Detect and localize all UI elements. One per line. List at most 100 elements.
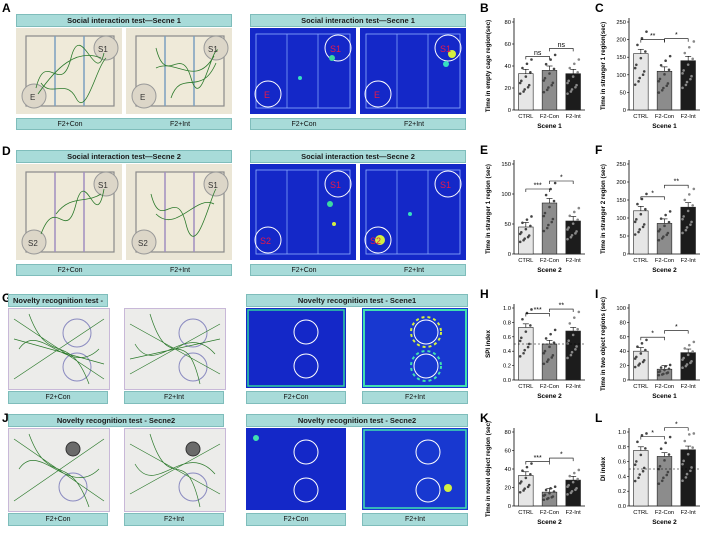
data-point xyxy=(530,58,533,61)
data-point xyxy=(682,459,685,463)
data-point xyxy=(575,345,578,348)
data-point xyxy=(667,220,671,224)
data-point xyxy=(633,66,637,70)
significance-label: *** xyxy=(534,307,542,314)
data-point xyxy=(639,212,643,216)
svg-text:S1: S1 xyxy=(98,45,108,54)
data-point xyxy=(542,229,546,233)
panel-j-heatmaps: Novelty recognition test - Secne2 F2+Con… xyxy=(246,414,468,526)
data-point xyxy=(524,227,528,231)
panel-j-title-left: Novelty recognition test - Secne2 xyxy=(8,414,224,427)
y-tick-label: 80 xyxy=(505,20,511,26)
data-point xyxy=(526,235,530,239)
bar-f2-int xyxy=(680,352,696,381)
data-point xyxy=(570,233,574,237)
data-point xyxy=(530,462,533,465)
data-point xyxy=(687,45,691,49)
data-point xyxy=(633,463,637,467)
data-point xyxy=(681,462,684,466)
data-point xyxy=(542,494,546,497)
x-axis-label: Scene 2 xyxy=(537,519,562,526)
data-point xyxy=(638,228,642,231)
y-tick-label: 0 xyxy=(508,504,511,510)
data-point xyxy=(542,351,546,355)
data-point xyxy=(668,435,672,439)
data-point xyxy=(689,469,692,473)
data-point xyxy=(681,217,684,221)
heatmap-g-int xyxy=(362,308,468,388)
data-point xyxy=(668,210,672,213)
bar-f2-int xyxy=(565,330,581,381)
data-point xyxy=(633,357,637,360)
data-point xyxy=(637,476,640,480)
data-point xyxy=(681,86,684,90)
significance-label: ** xyxy=(559,303,565,310)
panel-d-footer-left: F2+Con F2+Int xyxy=(16,264,232,276)
panel-a-footer-left: F2+Con F2+Int xyxy=(16,118,232,130)
data-point xyxy=(636,345,639,349)
data-point xyxy=(568,322,572,325)
label-d-heat-int: F2+Int xyxy=(403,267,425,274)
panel-j-footer-right: F2+Con F2+Int xyxy=(246,513,468,526)
data-point xyxy=(574,232,577,235)
data-point xyxy=(659,447,663,450)
x-axis-label: Scene 1 xyxy=(652,393,677,400)
bar-f2-con xyxy=(656,223,673,255)
x-tick-label: CTRL xyxy=(633,510,649,516)
x-axis-label: Scene 2 xyxy=(652,267,677,274)
data-point xyxy=(552,67,556,71)
data-point xyxy=(542,79,546,82)
chart-k: K Time in novel object region (sec) 0 20 40 6… xyxy=(478,410,593,536)
data-point xyxy=(665,473,669,477)
label-a-con: F2+Con xyxy=(57,121,83,128)
data-point xyxy=(571,222,575,225)
label-g-heat-int: F2+Int xyxy=(362,391,468,404)
bar-f2-con xyxy=(541,70,558,111)
panel-a-tracks: Social interaction test—Secne 1 S1 E S1 … xyxy=(16,14,232,132)
data-point xyxy=(549,487,552,490)
significance-bracket xyxy=(549,308,574,313)
data-point xyxy=(566,493,569,496)
label-g-con: F2+Con xyxy=(8,391,108,404)
data-point xyxy=(685,80,689,84)
data-point xyxy=(681,358,684,361)
data-point xyxy=(683,51,687,55)
data-point xyxy=(664,59,667,62)
chart-letter-k: K xyxy=(480,411,489,425)
chart-l: L DI index 0.0 0.2 0.4 0.6 0.8 1.0 CTRL F2-Con F2-… xyxy=(593,410,708,536)
y-tick-label: 0.6 xyxy=(503,335,511,341)
svg-text:E: E xyxy=(264,90,270,100)
data-point xyxy=(689,361,692,365)
data-point xyxy=(633,233,637,236)
data-point xyxy=(522,351,525,355)
data-point xyxy=(569,491,573,495)
data-point xyxy=(668,363,672,367)
data-point xyxy=(566,92,569,95)
data-point xyxy=(571,333,575,337)
data-point xyxy=(566,81,569,85)
y-tick-label: 60 xyxy=(505,42,511,48)
y-tick-label: 80 xyxy=(505,430,511,436)
bar-ctrl xyxy=(633,210,649,255)
y-tick-label: 200 xyxy=(616,180,626,186)
data-point xyxy=(571,75,575,78)
svg-text:S1: S1 xyxy=(440,180,451,190)
data-point xyxy=(660,373,664,376)
data-point xyxy=(645,432,648,435)
data-point xyxy=(691,350,694,353)
label-d-int: F2+Int xyxy=(169,267,191,274)
y-tick-label: 20 xyxy=(505,486,511,492)
svg-text:E: E xyxy=(30,93,35,102)
data-point xyxy=(522,489,525,492)
data-point xyxy=(635,63,638,67)
label-a-int: F2+Int xyxy=(169,121,191,128)
data-point xyxy=(685,226,689,229)
data-point xyxy=(633,220,637,224)
significance-label: * xyxy=(560,175,563,182)
data-point xyxy=(662,476,665,480)
significance-label: * xyxy=(651,331,654,338)
bar-ctrl xyxy=(518,327,534,381)
data-point xyxy=(567,79,570,83)
y-tick-label: 0 xyxy=(623,108,626,114)
chart-letter-c: C xyxy=(595,1,604,15)
